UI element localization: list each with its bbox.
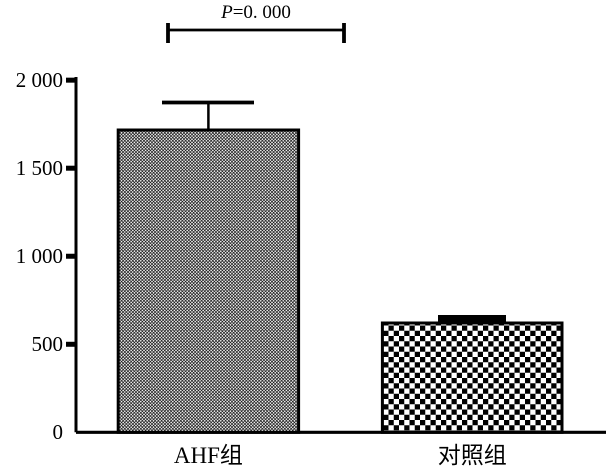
- svg-text:500: 500: [32, 332, 64, 356]
- svg-text:对照组: 对照组: [438, 443, 507, 468]
- svg-text:0: 0: [53, 420, 64, 444]
- svg-text:P=0. 000: P=0. 000: [220, 2, 291, 23]
- svg-text:2 000: 2 000: [16, 68, 63, 92]
- svg-text:1 000: 1 000: [16, 244, 63, 268]
- svg-text:1 500: 1 500: [16, 156, 63, 180]
- svg-text:AHF组: AHF组: [174, 443, 243, 468]
